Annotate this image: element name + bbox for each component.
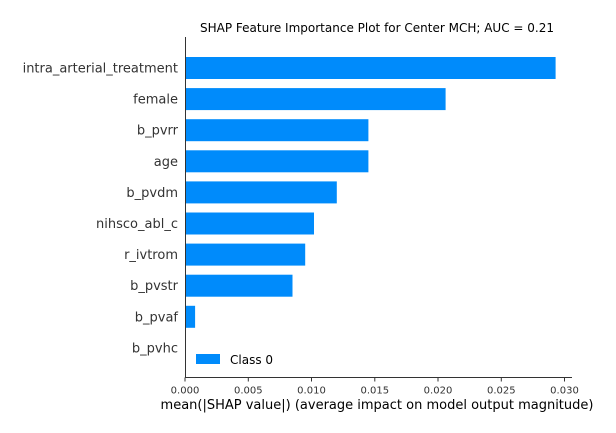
bars-group	[185, 57, 556, 328]
y-tick-label: nihsco_abl_c	[96, 217, 178, 232]
x-tick-label: 0.005	[234, 386, 263, 397]
y-tick-label: b_pvaf	[135, 310, 179, 325]
x-axis-ticks: 0.000 0.005 0.010 0.015 0.020 0.025 0.030	[171, 377, 579, 397]
x-tick-label: 0.000	[171, 386, 200, 397]
y-tick-label: b_pvdm	[126, 186, 178, 201]
axes-group	[185, 37, 572, 378]
legend-label: Class 0	[230, 353, 273, 367]
chart-title: SHAP Feature Importance Plot for Center …	[200, 21, 554, 35]
bar-age	[185, 150, 369, 173]
bar-r_ivtrom	[185, 243, 306, 266]
legend: Class 0	[196, 353, 273, 367]
x-tick-label: 0.025	[487, 386, 516, 397]
y-tick-label: r_ivtrom	[124, 248, 178, 263]
x-axis-label: mean(|SHAP value|) (average impact on mo…	[161, 398, 594, 413]
y-tick-label: b_pvstr	[130, 279, 179, 294]
bar-b_pvaf	[185, 305, 196, 328]
bar-female	[185, 88, 446, 111]
y-tick-label: female	[133, 93, 178, 108]
x-tick-label: 0.010	[297, 386, 326, 397]
bar-b_pvstr	[185, 274, 293, 297]
bar-b_pvdm	[185, 181, 337, 204]
bar-intra_arterial_treatment	[185, 57, 556, 79]
bar-b_pvrr	[185, 119, 369, 142]
legend-swatch	[196, 354, 220, 364]
y-tick-label: b_pvrr	[137, 124, 179, 139]
x-tick-label: 0.030	[550, 386, 579, 397]
y-tick-label: age	[154, 155, 178, 170]
x-tick-label: 0.015	[360, 386, 389, 397]
bar-nihsco_abl_c	[185, 212, 314, 235]
x-tick-label: 0.020	[424, 386, 453, 397]
y-tick-label: b_pvhc	[132, 341, 178, 356]
y-tick-label: intra_arterial_treatment	[23, 62, 178, 77]
